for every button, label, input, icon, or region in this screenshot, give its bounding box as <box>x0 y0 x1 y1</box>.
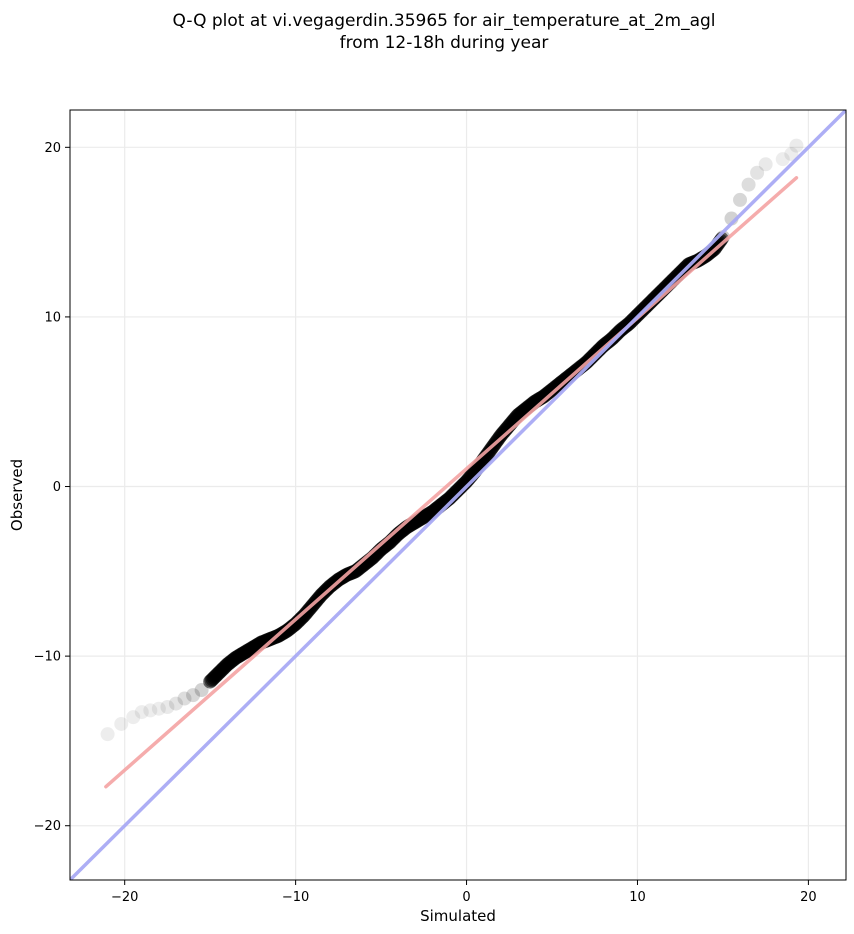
x-axis-label: Simulated <box>420 907 496 925</box>
plot-frame <box>69 109 847 881</box>
quantile-point <box>741 177 756 192</box>
grid <box>70 110 846 880</box>
quantile-point <box>143 703 158 718</box>
quantile-point <box>194 683 209 698</box>
quantile-point <box>160 700 175 715</box>
chart-title-line-1: Q-Q plot at vi.vegagerdin.35965 for air_… <box>172 11 715 31</box>
quantile-point <box>114 716 129 731</box>
quantile-point <box>100 727 115 742</box>
y-axis-label: Observed <box>8 459 26 531</box>
y-tick-label: 10 <box>44 310 61 325</box>
fit-line <box>104 176 799 789</box>
quantile-point <box>733 192 748 207</box>
x-tick-label: 10 <box>629 890 646 905</box>
quantile-point <box>750 165 765 180</box>
quantile-point <box>784 147 799 162</box>
y-tick-label: −20 <box>34 819 61 834</box>
quantile-point <box>168 696 183 711</box>
x-tick-label: −20 <box>111 890 138 905</box>
x-tick-label: 0 <box>462 890 470 905</box>
x-tick-label: −10 <box>282 890 309 905</box>
quantile-point <box>177 691 192 706</box>
plot-area <box>70 110 846 880</box>
y-tick-label: 0 <box>53 480 61 495</box>
axis-ticks: −20 −10 0 10 20 −20 −10 0 10 20 <box>34 141 817 905</box>
identity-line <box>70 110 846 880</box>
quantile-point <box>151 701 166 716</box>
quantile-point <box>186 688 201 703</box>
y-tick-label: 20 <box>44 141 61 156</box>
chart-title-line-2: from 12-18h during year <box>340 33 549 53</box>
quantile-point <box>126 710 141 725</box>
quantile-point <box>134 705 149 720</box>
y-tick-label: −10 <box>34 650 61 665</box>
x-tick-label: 20 <box>800 890 817 905</box>
quantile-point <box>789 138 804 153</box>
quantile-point <box>775 152 790 167</box>
quantile-point <box>758 157 773 172</box>
